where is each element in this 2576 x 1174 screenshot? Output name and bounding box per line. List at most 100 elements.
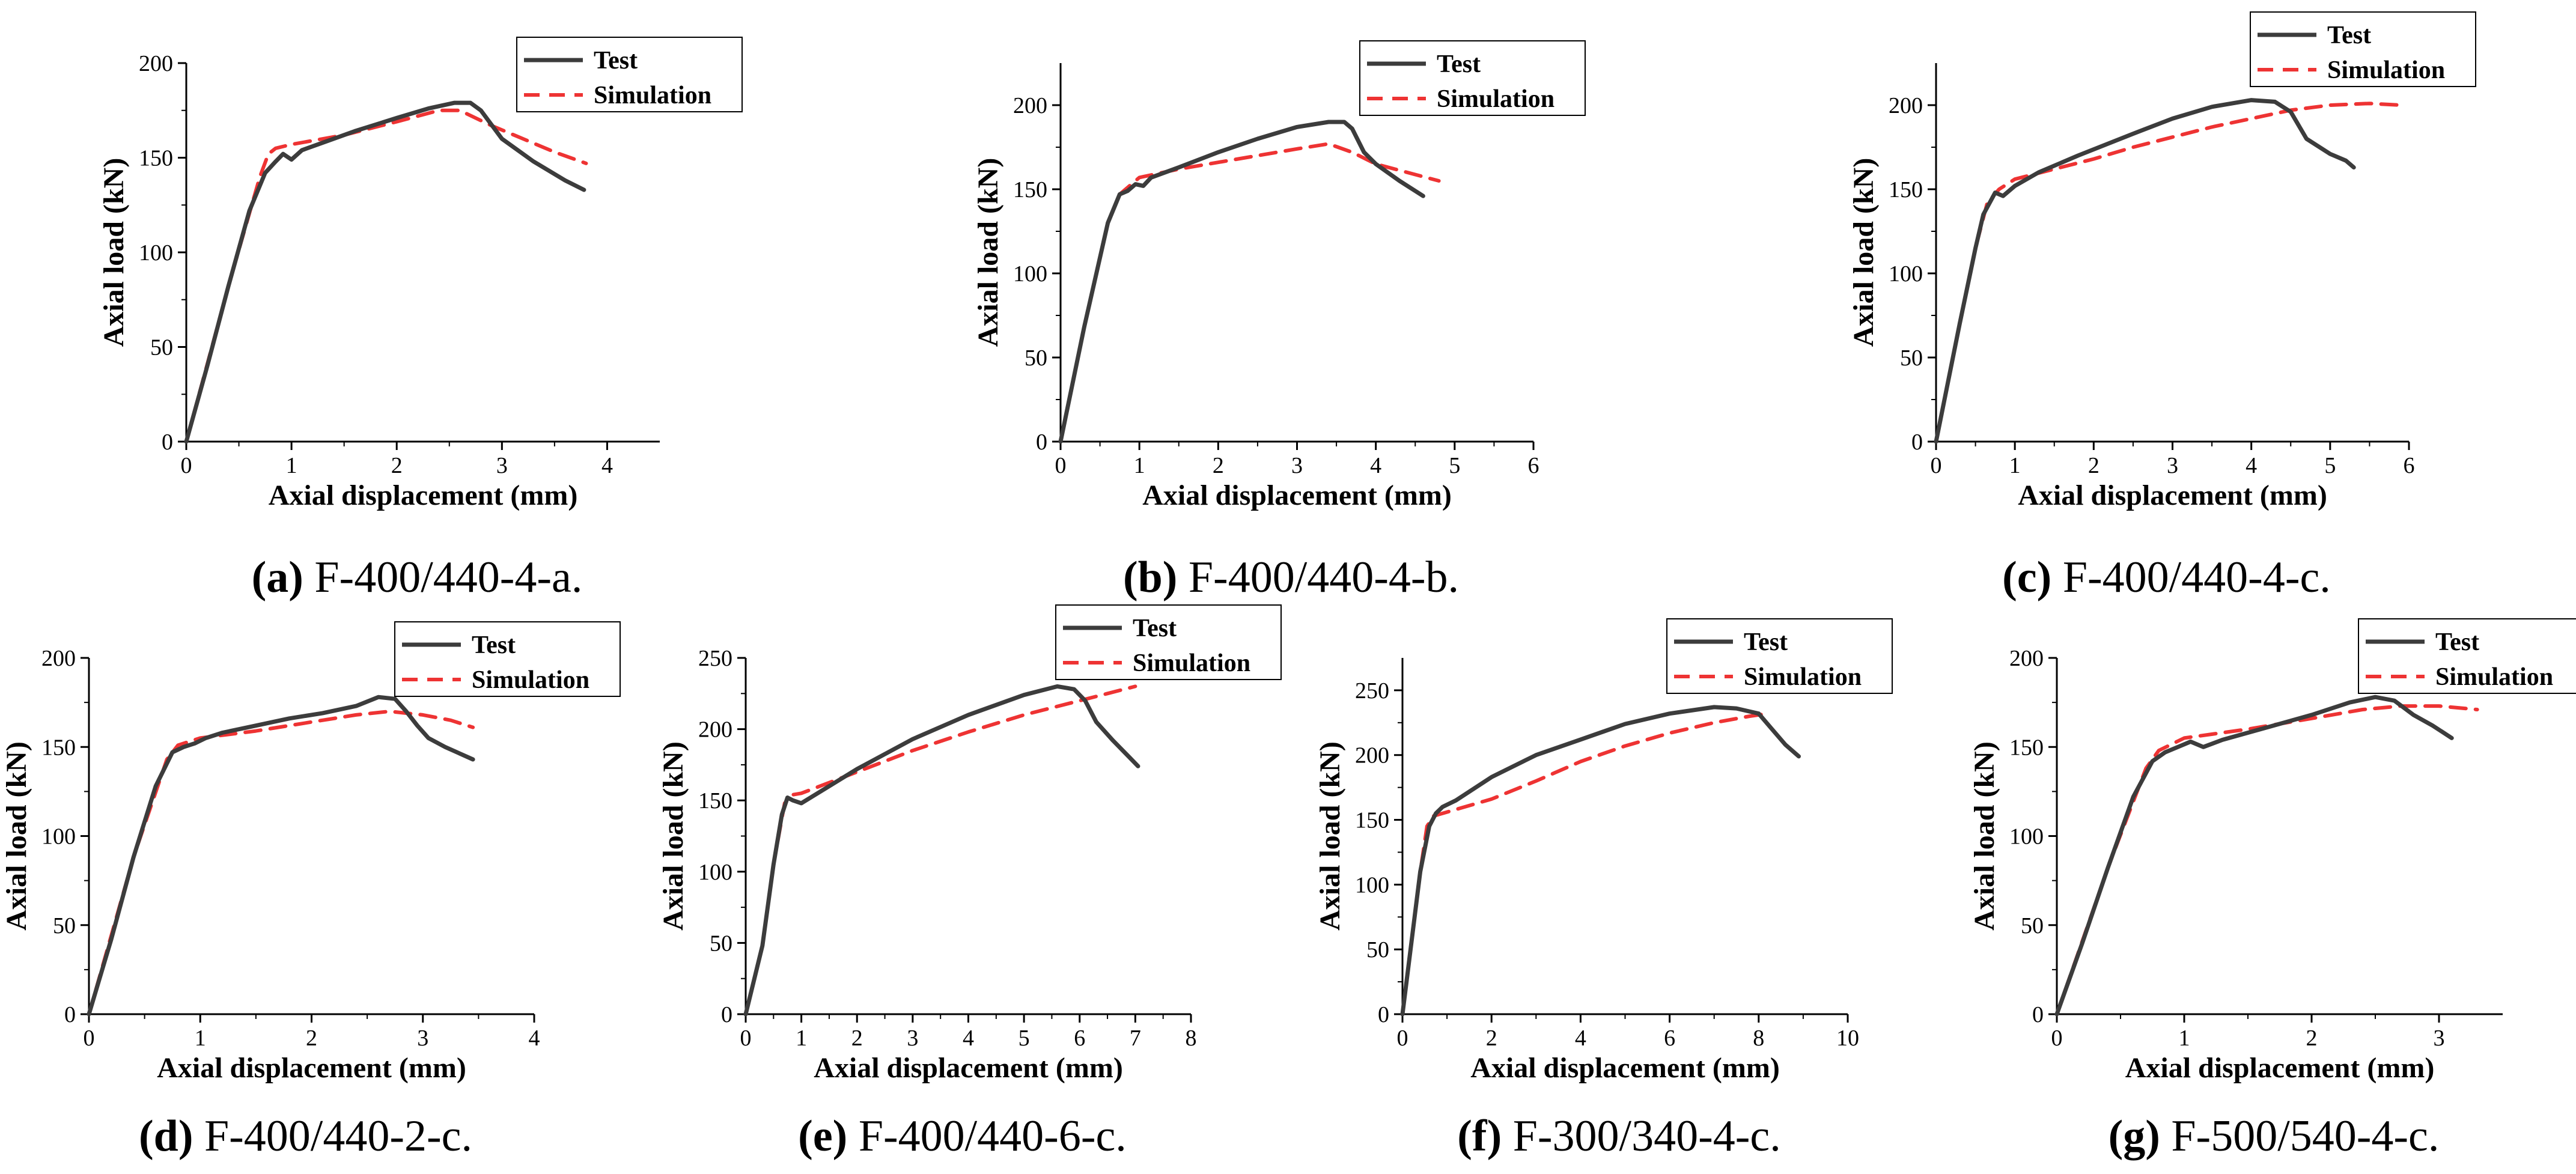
y-axis-label: Axial load (kN) xyxy=(1,741,32,931)
chart-panel-b: 0 1 2 3 4 5 6 0 50 100 150 200 Axial displacement (m… xyxy=(972,40,1586,602)
simulation-series-line xyxy=(87,710,475,1016)
y-tick-label: 50 xyxy=(2021,913,2044,938)
y-axis-label: Axial load (kN) xyxy=(972,158,1004,347)
legend: Test Simulation xyxy=(2358,618,2576,694)
x-tick-label: 1 xyxy=(796,1026,807,1051)
chart-panel-a: 0 1 2 3 4 0 50 100 150 200 Axial displacement (mm)… xyxy=(98,37,743,602)
legend-box xyxy=(394,621,621,697)
caption-text: F-400/440-4-b. xyxy=(1177,553,1459,602)
x-tick-label: 5 xyxy=(2324,453,2336,478)
x-axis-label: Axial displacement (mm) xyxy=(2018,479,2327,511)
y-tick-label: 0 xyxy=(1378,1002,1389,1027)
x-tick-label: 4 xyxy=(1575,1026,1586,1051)
y-tick-label: 100 xyxy=(1013,261,1047,287)
legend-label: Test xyxy=(594,47,638,75)
y-tick-label: 50 xyxy=(1900,345,1923,371)
y-tick-label: 200 xyxy=(698,717,732,743)
x-tick-label: 3 xyxy=(907,1026,918,1051)
caption-letter: (c) xyxy=(2002,553,2051,602)
caption-letter: (f) xyxy=(1457,1112,1502,1161)
y-tick-label: 0 xyxy=(1036,430,1047,455)
y-tick-label: 250 xyxy=(698,646,732,671)
y-tick-label: 200 xyxy=(2009,646,2044,671)
x-tick-label: 1 xyxy=(286,453,297,478)
x-tick-label: 1 xyxy=(2009,453,2021,478)
y-tick-label: 150 xyxy=(698,788,732,814)
simulation-series-line xyxy=(1059,142,1441,443)
y-axis-label: Axial load (kN) xyxy=(1314,741,1346,931)
y-tick-label: 50 xyxy=(1366,937,1389,963)
x-tick-label: 0 xyxy=(181,453,192,478)
x-tick-label: 3 xyxy=(496,453,508,478)
x-tick-label: 0 xyxy=(1931,453,1942,478)
caption-text: F-400/440-4-c. xyxy=(2051,553,2331,602)
panel-caption: (a) F-400/440-4-a. xyxy=(252,553,583,602)
legend: Test Simulation xyxy=(1359,40,1586,116)
caption-text: F-400/440-6-c. xyxy=(847,1112,1127,1161)
x-tick-label: 6 xyxy=(1074,1026,1085,1051)
y-tick-label: 100 xyxy=(1355,872,1389,898)
y-tick-label: 150 xyxy=(1355,808,1389,833)
simulation-series-line xyxy=(2055,704,2479,1016)
legend-label: Simulation xyxy=(1437,85,1554,113)
x-axis-label: Axial displacement (mm) xyxy=(157,1052,466,1084)
legend-label: Test xyxy=(1744,628,1788,656)
x-tick-label: 8 xyxy=(1186,1026,1197,1051)
legend-label: Simulation xyxy=(2327,56,2445,84)
x-tick-label: 10 xyxy=(1836,1026,1859,1051)
caption-text: F-400/440-2-c. xyxy=(193,1112,472,1161)
test-series-line xyxy=(1400,705,1801,1017)
caption-letter: (d) xyxy=(139,1112,193,1161)
simulation-series-line xyxy=(1934,102,2403,443)
x-tick-label: 7 xyxy=(1130,1026,1141,1051)
legend-label: Simulation xyxy=(1744,663,1862,691)
y-tick-label: 200 xyxy=(41,646,76,671)
x-tick-label: 4 xyxy=(1370,453,1381,478)
legend: Test Simulation xyxy=(1666,618,1893,694)
chart-panel-c: 0 1 2 3 4 5 6 0 50 100 150 200 Axial displacement (m… xyxy=(1848,11,2476,602)
caption-text: F-300/340-4-c. xyxy=(1502,1112,1781,1161)
y-axis-label: Axial load (kN) xyxy=(657,741,689,931)
panel-caption: (c) F-400/440-4-c. xyxy=(2002,553,2331,602)
legend-label: Test xyxy=(1437,50,1481,78)
legend-label: Simulation xyxy=(594,82,711,109)
x-axis-label: Axial displacement (mm) xyxy=(1470,1052,1780,1084)
caption-letter: (e) xyxy=(798,1112,847,1161)
x-tick-label: 2 xyxy=(306,1026,317,1051)
legend-label: Test xyxy=(1133,615,1177,642)
legend-box xyxy=(1666,618,1893,694)
legend-box xyxy=(2358,618,2576,694)
legend-box xyxy=(2250,11,2476,87)
x-tick-label: 4 xyxy=(2246,453,2257,478)
y-tick-label: 100 xyxy=(698,860,732,885)
caption-letter: (b) xyxy=(1123,553,1177,602)
x-tick-label: 4 xyxy=(601,453,613,478)
legend-label: Simulation xyxy=(2435,663,2553,691)
legend-box xyxy=(1359,40,1586,116)
x-tick-label: 2 xyxy=(2088,453,2099,478)
legend: Test Simulation xyxy=(2250,11,2476,87)
x-axis-label: Axial displacement (mm) xyxy=(1142,479,1452,511)
x-tick-label: 1 xyxy=(1134,453,1145,478)
x-axis-label: Axial displacement (mm) xyxy=(2125,1052,2435,1084)
y-tick-label: 100 xyxy=(41,824,76,850)
x-tick-label: 6 xyxy=(2404,453,2415,478)
simulation-series-line xyxy=(184,108,588,443)
x-tick-label: 2 xyxy=(2306,1026,2318,1051)
x-tick-label: 4 xyxy=(529,1026,540,1051)
x-tick-label: 2 xyxy=(851,1026,863,1051)
y-axis-label: Axial load (kN) xyxy=(1848,158,1880,347)
y-tick-label: 50 xyxy=(1025,345,1047,371)
y-tick-label: 0 xyxy=(721,1002,732,1027)
x-tick-label: 3 xyxy=(2167,453,2178,478)
panel-caption: (f) F-300/340-4-c. xyxy=(1457,1112,1780,1161)
y-tick-label: 250 xyxy=(1355,678,1389,704)
y-tick-label: 50 xyxy=(53,913,76,938)
chart-panel-e: 0 1 2 3 4 5 6 7 8 0 50 100 150 200 250 Axial displaceme… xyxy=(657,604,1282,1161)
y-tick-label: 150 xyxy=(41,735,76,760)
x-tick-label: 0 xyxy=(2051,1026,2063,1051)
panel-caption: (b) F-400/440-4-b. xyxy=(1123,553,1459,602)
y-tick-label: 50 xyxy=(150,335,173,360)
